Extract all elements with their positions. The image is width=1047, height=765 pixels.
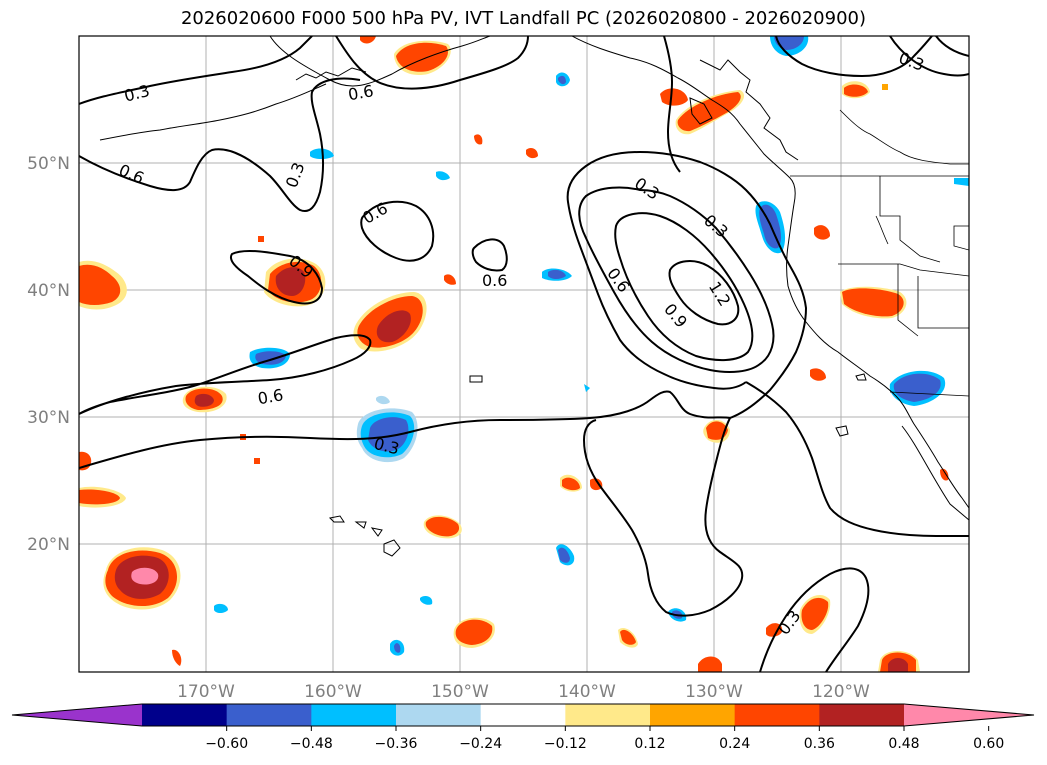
lat-label: 20°N bbox=[27, 535, 70, 555]
colorbar-tick-label: 0.24 bbox=[719, 736, 750, 752]
colorbar: −0.60 −0.48 −0.36 −0.24 −0.12 0.12 0.24 0.36 0.4… bbox=[11, 703, 1035, 752]
positive-anomaly-blobs bbox=[79, 36, 949, 672]
map-frame bbox=[78, 35, 970, 673]
coastlines bbox=[99, 36, 969, 557]
colorbar-segment bbox=[311, 704, 397, 726]
colorbar-tick-label: 0.48 bbox=[888, 736, 919, 752]
colorbar-tick-label: −0.36 bbox=[375, 736, 418, 752]
colorbar-tick-label: −0.12 bbox=[544, 736, 587, 752]
lon-label: 170°W bbox=[177, 682, 235, 702]
colorbar-tick-label: 0.12 bbox=[634, 736, 665, 752]
gridlines bbox=[79, 36, 969, 672]
colorbar-tick-label: −0.48 bbox=[290, 736, 333, 752]
contour-label: 0.6 bbox=[256, 385, 284, 408]
ivt-contours bbox=[79, 36, 969, 672]
lon-label: 160°W bbox=[304, 682, 362, 702]
political-borders bbox=[790, 109, 969, 397]
contour-label: 0.6 bbox=[482, 271, 507, 290]
lon-label: 120°W bbox=[812, 682, 870, 702]
colorbar-extend-min bbox=[12, 704, 142, 726]
lat-label: 40°N bbox=[27, 281, 70, 301]
colorbar-extend-max bbox=[904, 704, 1034, 726]
latitude-labels: 50°N 40°N 30°N 20°N bbox=[27, 154, 70, 555]
colorbar-segment bbox=[650, 704, 736, 726]
lon-label: 150°W bbox=[431, 682, 489, 702]
map-plot-area bbox=[79, 36, 969, 672]
lon-label: 140°W bbox=[558, 682, 616, 702]
colorbar-tick-label: 0.36 bbox=[804, 736, 835, 752]
colorbar-segment bbox=[142, 704, 228, 726]
colorbar-segment bbox=[565, 704, 651, 726]
lat-label: 50°N bbox=[27, 154, 70, 174]
longitude-labels: 170°W 160°W 150°W 140°W 130°W 120°W bbox=[177, 682, 870, 702]
colorbar-outline bbox=[11, 703, 1035, 727]
negative-anomaly-blobs bbox=[214, 36, 969, 656]
colorbar-tick-label: 0.60 bbox=[973, 736, 1004, 752]
colorbar-segment bbox=[734, 704, 820, 726]
map-title: 2026020600 F000 500 hPa PV, IVT Landfall… bbox=[180, 8, 867, 29]
lon-label: 130°W bbox=[685, 682, 743, 702]
colorbar-segment bbox=[396, 704, 482, 726]
colorbar-segment bbox=[819, 704, 905, 726]
colorbar-segment bbox=[226, 704, 312, 726]
colorbar-tick-label: −0.24 bbox=[459, 736, 502, 752]
lat-label: 30°N bbox=[27, 408, 70, 428]
colorbar-segment bbox=[480, 704, 566, 726]
contour-label: 0.6 bbox=[347, 81, 375, 104]
colorbar-tick-label: −0.60 bbox=[205, 736, 248, 752]
